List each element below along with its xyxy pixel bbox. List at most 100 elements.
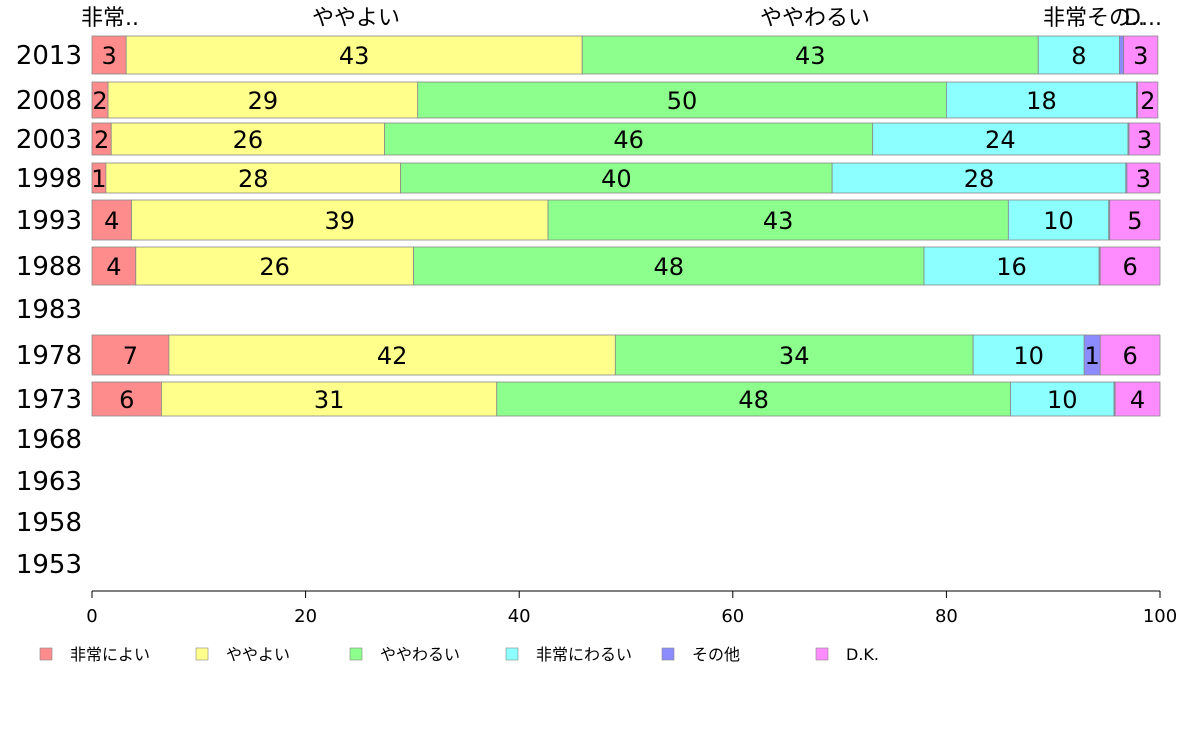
bar-value-label: 28: [964, 165, 995, 193]
bar-segment: [1119, 35, 1125, 75]
bar-segment: [135, 246, 414, 286]
bar-segment: [547, 199, 1009, 241]
bar-value-label: 29: [248, 87, 279, 115]
bar-value-label: 10: [1013, 342, 1044, 370]
category-label: 1993: [16, 206, 82, 236]
category-label: 2008: [16, 86, 82, 116]
bar-segment: [91, 35, 127, 75]
bar-value-label: 16: [996, 253, 1027, 281]
bar-value-label: 46: [613, 126, 644, 154]
top-series-label: ややわるい: [760, 6, 870, 31]
bar-segment: [105, 162, 402, 194]
legend-label: D.K.: [846, 645, 879, 664]
bar-value-label: 7: [123, 342, 138, 370]
bar-segment: [125, 35, 583, 75]
bar-segment: [168, 334, 616, 376]
bar-segment: [1010, 381, 1115, 417]
category-label: 1988: [16, 252, 82, 282]
category-label: 1958: [16, 508, 82, 538]
bar-segment: [831, 162, 1127, 194]
bar-segment: [1037, 35, 1120, 75]
bar-value-label: 39: [325, 207, 356, 235]
legend-label: 非常によい: [70, 645, 150, 664]
bar-value-label: 3: [1133, 42, 1148, 70]
bar-segment: [107, 81, 419, 119]
bar-value-label: 10: [1043, 207, 1074, 235]
x-tick-label: 80: [935, 606, 958, 627]
legend-swatch: [39, 647, 53, 661]
x-tick-label: 40: [508, 606, 531, 627]
bar-value-label: 5: [1127, 207, 1142, 235]
bar-value-label: 48: [653, 253, 684, 281]
bars: 3 43 43 8 32 29 50 18 22 26 46 24 31 28 40 28 34 39 43 10 54…: [91, 35, 1161, 417]
category-label: 1998: [16, 164, 82, 194]
bar-value-label: 6: [119, 386, 134, 414]
x-tick-label: 60: [721, 606, 744, 627]
bar-value-label: 4: [1130, 386, 1145, 414]
category-labels: 2013 2008 2003 1998 1993 1988 1983 1978 1973 1968…: [16, 41, 82, 580]
bar-segment: [1099, 334, 1161, 376]
bar-segment: [417, 81, 947, 119]
bar-segment: [400, 162, 833, 194]
bar-segment: [872, 122, 1129, 156]
bar-segment: [1126, 162, 1161, 194]
bar-value-label: 3: [101, 42, 116, 70]
category-label: 1963: [16, 467, 82, 497]
top-series-label: ややよい: [312, 6, 400, 31]
top-series-label: D...: [1124, 6, 1162, 31]
bar-segment: [1099, 246, 1161, 286]
bar-segment: [91, 381, 162, 417]
bar-value-label: 43: [339, 42, 370, 70]
bar-segment: [1109, 199, 1161, 241]
x-tick-label: 100: [1143, 606, 1177, 627]
legend-label: ややわるい: [380, 645, 460, 664]
x-tick-label: 0: [86, 606, 97, 627]
bar-segment: [110, 122, 386, 156]
bar-value-label: 24: [985, 126, 1016, 154]
bar-segment: [946, 81, 1137, 119]
bar-value-label: 4: [106, 253, 121, 281]
bar-value-label: 8: [1071, 42, 1086, 70]
bar-value-label: 2: [1140, 87, 1155, 115]
bar-segment: [972, 334, 1085, 376]
bar-value-label: 1: [1085, 342, 1100, 370]
bar-value-label: 6: [1122, 342, 1137, 370]
bar-value-label: 26: [233, 126, 264, 154]
bar-value-label: 2: [94, 126, 109, 154]
bar-value-label: 4: [104, 207, 119, 235]
category-label: 2013: [16, 41, 82, 71]
bar-value-label: 10: [1047, 386, 1078, 414]
bar-value-label: 42: [377, 342, 408, 370]
bar-value-label: 28: [238, 165, 269, 193]
bar-value-label: 26: [259, 253, 290, 281]
bar-segment: [91, 199, 132, 241]
bar-value-label: 3: [1137, 126, 1152, 154]
legend-swatch: [815, 647, 829, 661]
bar-segment: [91, 334, 170, 376]
legend-swatch: [661, 647, 675, 661]
category-label: 1968: [16, 425, 82, 455]
legend-swatch: [195, 647, 209, 661]
bar-segment: [413, 246, 925, 286]
bar-segment: [614, 334, 974, 376]
bar-segment: [131, 199, 549, 241]
top-series-label: 非常その..: [1043, 6, 1145, 31]
bar-segment: [1114, 381, 1161, 417]
bar-value-label: 2: [92, 87, 107, 115]
bar-segment: [496, 381, 1011, 417]
legend-label: 非常にわるい: [536, 645, 632, 664]
legend: 非常によい ややよい ややわるい 非常にわるい その他 D.K.: [39, 645, 879, 664]
top-series-label: 非常..: [81, 6, 139, 31]
category-label: 2003: [16, 125, 82, 155]
bar-segment: [1128, 122, 1161, 156]
bar-value-label: 6: [1122, 253, 1137, 281]
legend-swatch: [349, 647, 363, 661]
bar-value-label: 43: [763, 207, 794, 235]
bar-value-label: 3: [1136, 165, 1151, 193]
category-label: 1953: [16, 550, 82, 580]
bar-value-label: 31: [314, 386, 345, 414]
bar-segment: [1123, 35, 1159, 75]
bar-value-label: 48: [738, 386, 769, 414]
bar-value-label: 50: [667, 87, 698, 115]
